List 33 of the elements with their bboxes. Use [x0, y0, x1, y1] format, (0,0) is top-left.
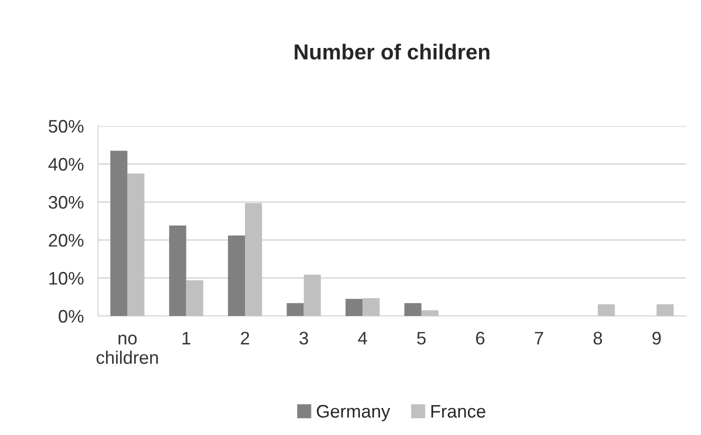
bar [127, 174, 144, 316]
bar [169, 226, 186, 316]
y-tick-label: 20% [48, 234, 84, 247]
x-tick-label: 5 [417, 332, 426, 345]
x-tick-label: 3 [299, 332, 308, 345]
x-tick-label: 2 [240, 332, 250, 344]
x-tick-label: 4 [358, 332, 368, 344]
bar [186, 280, 204, 316]
x-tick-label: 9 [652, 332, 661, 345]
legend-label: Germany [316, 404, 390, 422]
bar [110, 150, 128, 316]
x-tick-label: 8 [594, 332, 602, 345]
y-tick-label: 0% [58, 310, 84, 323]
y-tick-label: 50% [48, 120, 84, 133]
bar [286, 303, 304, 316]
y-tick-label: 30% [48, 196, 84, 209]
y-tick-label: 40% [48, 158, 84, 171]
bar [421, 310, 438, 316]
bar [228, 235, 245, 316]
x-tick-label: 7 [534, 332, 544, 344]
x-tick-label: no children [96, 334, 158, 364]
bar [346, 298, 363, 316]
bar [404, 303, 422, 316]
bar [362, 298, 380, 316]
x-tick-label: 1 [182, 332, 190, 344]
x-tick-label: 6 [476, 332, 484, 345]
legend-label: France [431, 405, 486, 418]
bar [304, 274, 321, 316]
bar [598, 304, 615, 316]
bar [245, 203, 262, 316]
y-tick-label: 10% [49, 272, 84, 285]
chart-title: Number of children [294, 44, 490, 60]
bar [656, 304, 674, 316]
